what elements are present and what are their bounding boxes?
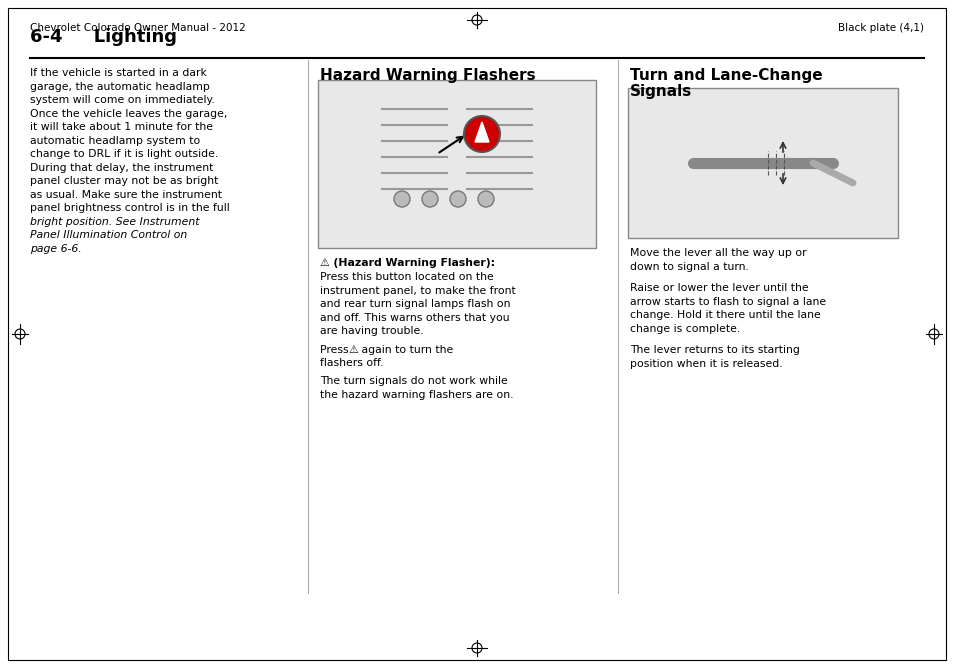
Text: If the vehicle is started in a dark: If the vehicle is started in a dark	[30, 68, 207, 78]
Text: panel cluster may not be as bright: panel cluster may not be as bright	[30, 176, 218, 186]
Text: Raise or lower the lever until the: Raise or lower the lever until the	[629, 283, 808, 293]
Text: the hazard warning flashers are on.: the hazard warning flashers are on.	[319, 389, 513, 399]
Text: it will take about 1 minute for the: it will take about 1 minute for the	[30, 122, 213, 132]
Circle shape	[463, 116, 499, 152]
Text: arrow starts to flash to signal a lane: arrow starts to flash to signal a lane	[629, 297, 825, 307]
Text: system will come on immediately.: system will come on immediately.	[30, 95, 214, 105]
Text: Move the lever all the way up or: Move the lever all the way up or	[629, 248, 806, 258]
Circle shape	[477, 191, 494, 207]
Text: bright position. See Instrument: bright position. See Instrument	[30, 216, 199, 226]
Text: Black plate (4,1): Black plate (4,1)	[837, 23, 923, 33]
Text: flashers off.: flashers off.	[319, 358, 383, 368]
Bar	[627, 88, 897, 238]
Text: ⚠ (Hazard Warning Flasher):: ⚠ (Hazard Warning Flasher):	[319, 258, 495, 268]
Text: panel brightness control is in the full: panel brightness control is in the full	[30, 203, 230, 213]
Text: The turn signals do not work while: The turn signals do not work while	[319, 376, 507, 386]
Text: Panel Illumination Control on: Panel Illumination Control on	[30, 230, 187, 240]
Circle shape	[394, 191, 410, 207]
Text: change is complete.: change is complete.	[629, 323, 740, 333]
Text: Press: Press	[319, 345, 352, 355]
Polygon shape	[475, 122, 489, 142]
Text: as usual. Make sure the instrument: as usual. Make sure the instrument	[30, 190, 222, 200]
Text: 6-4     Lighting: 6-4 Lighting	[30, 28, 177, 46]
Text: page 6-6.: page 6-6.	[30, 244, 82, 253]
Text: Hazard Warning Flashers: Hazard Warning Flashers	[319, 68, 535, 83]
Text: and off. This warns others that you: and off. This warns others that you	[319, 313, 509, 323]
Circle shape	[421, 191, 437, 207]
Text: change. Hold it there until the lane: change. Hold it there until the lane	[629, 310, 820, 320]
Text: are having trouble.: are having trouble.	[319, 326, 423, 336]
Text: Signals: Signals	[629, 84, 692, 99]
Text: position when it is released.: position when it is released.	[629, 359, 781, 369]
Text: down to signal a turn.: down to signal a turn.	[629, 261, 748, 271]
Text: change to DRL if it is light outside.: change to DRL if it is light outside.	[30, 149, 218, 159]
Text: and rear turn signal lamps flash on: and rear turn signal lamps flash on	[319, 299, 510, 309]
Circle shape	[450, 191, 465, 207]
Text: automatic headlamp system to: automatic headlamp system to	[30, 136, 200, 146]
Text: again to turn the: again to turn the	[357, 345, 453, 355]
Bar	[317, 80, 596, 248]
Text: garage, the automatic headlamp: garage, the automatic headlamp	[30, 81, 210, 92]
Text: ⚠: ⚠	[348, 345, 357, 355]
Text: The lever returns to its starting: The lever returns to its starting	[629, 345, 799, 355]
Text: instrument panel, to make the front: instrument panel, to make the front	[319, 285, 516, 295]
Text: During that delay, the instrument: During that delay, the instrument	[30, 162, 213, 172]
Text: Turn and Lane-Change: Turn and Lane-Change	[629, 68, 821, 83]
Text: Once the vehicle leaves the garage,: Once the vehicle leaves the garage,	[30, 108, 227, 118]
Text: Chevrolet Colorado Owner Manual - 2012: Chevrolet Colorado Owner Manual - 2012	[30, 23, 246, 33]
Text: Press this button located on the: Press this button located on the	[319, 272, 494, 282]
